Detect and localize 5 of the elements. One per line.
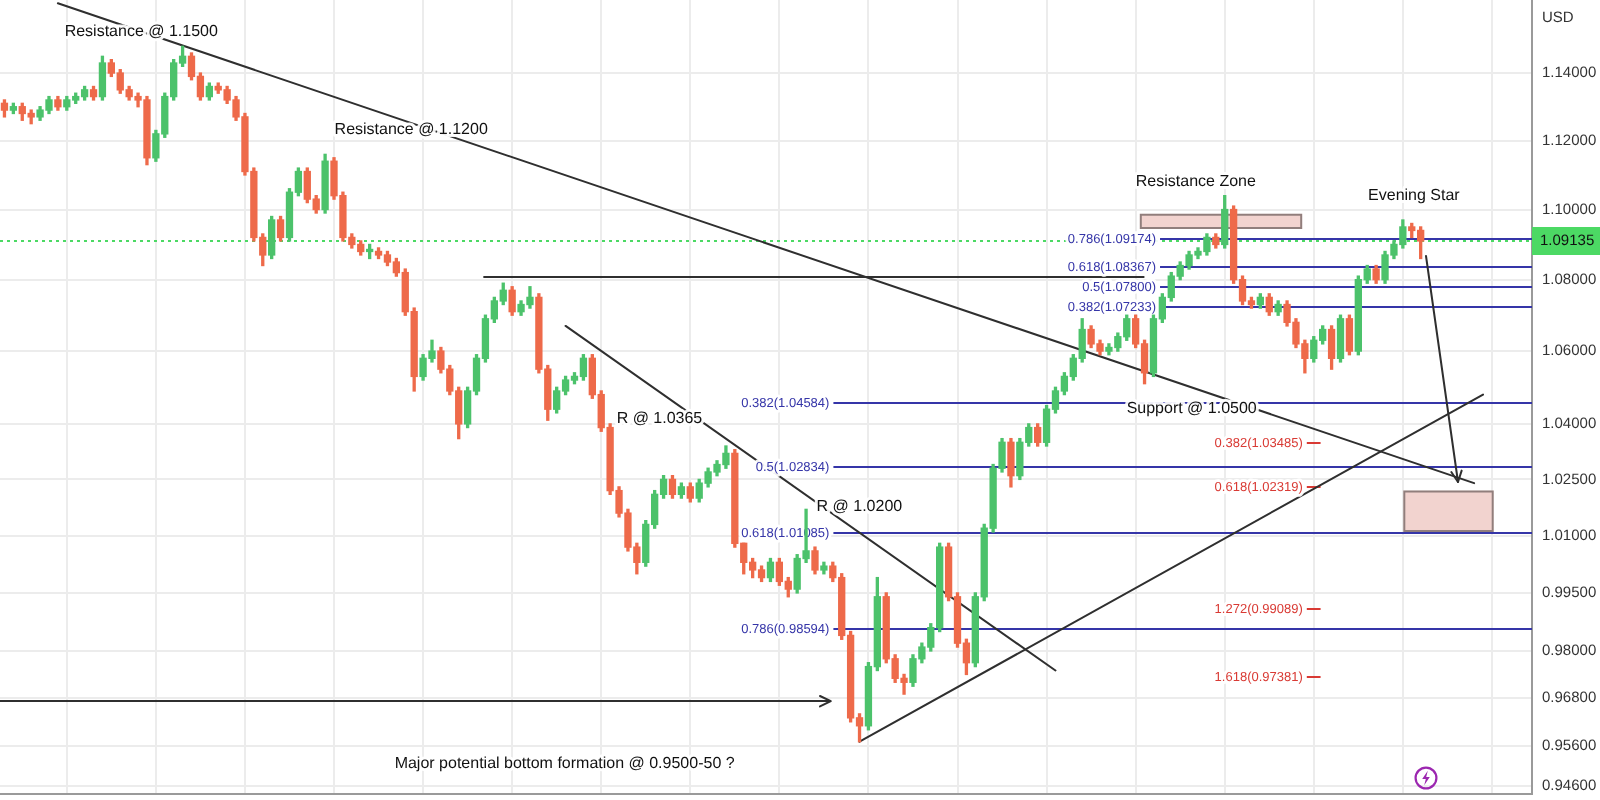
annotation: Major potential bottom formation @ 0.9500-50 ?: [394, 753, 736, 772]
annotation: Resistance @ 1.1500: [64, 22, 219, 41]
annotation: Support @ 1.0500: [1126, 399, 1258, 417]
annotation: Evening Star: [1368, 186, 1461, 205]
band-label: Resistance Zone: [1135, 172, 1257, 191]
